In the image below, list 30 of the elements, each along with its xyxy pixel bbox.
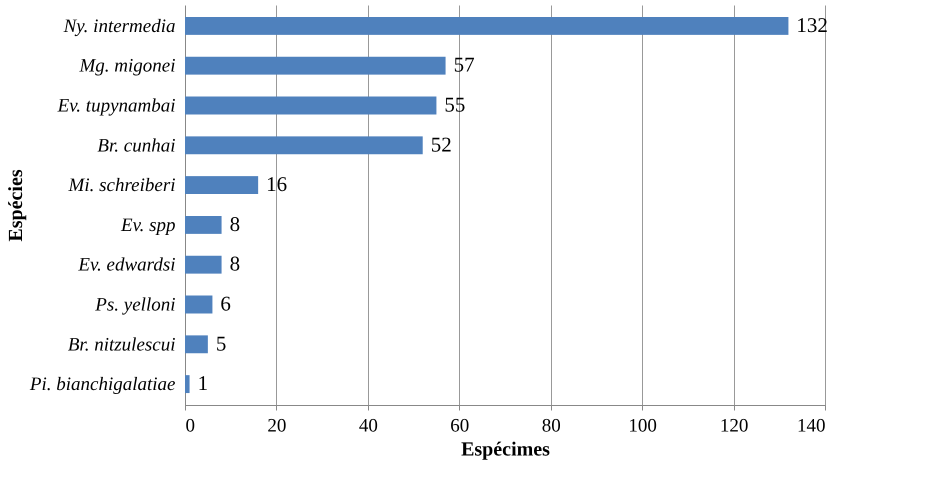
data-label: 55 xyxy=(444,92,466,116)
y-tick-label: Mg. migonei xyxy=(78,56,176,77)
x-axis-title: Espécimes xyxy=(461,438,550,460)
data-label: 8 xyxy=(230,212,240,236)
x-tick-label: 120 xyxy=(720,416,748,436)
data-label: 16 xyxy=(266,172,288,196)
x-tick-label: 80 xyxy=(542,416,561,436)
x-tick-label: 60 xyxy=(450,416,470,436)
y-tick-label: Br. cunhai xyxy=(97,135,176,156)
y-tick-label: Ps. yelloni xyxy=(94,294,176,316)
x-tick-label: 20 xyxy=(267,416,286,436)
data-label: 6 xyxy=(220,292,231,316)
x-tick-label: 100 xyxy=(628,416,657,436)
data-label: 57 xyxy=(454,52,475,77)
data-label: 8 xyxy=(230,252,240,276)
y-tick-label: Ev. spp xyxy=(120,214,176,236)
y-tick-label: Br. nitzulescui xyxy=(68,334,176,356)
data-label: 5 xyxy=(216,331,226,356)
data-label: 132 xyxy=(796,12,828,37)
data-label: 52 xyxy=(430,132,452,156)
y-tick-label: Pi. bianchigalatiae xyxy=(28,374,176,396)
y-tick-label: Ev. edwardsi xyxy=(77,254,176,276)
y-tick-label: Mi. schreiberi xyxy=(68,175,176,196)
x-tick-label: 140 xyxy=(797,416,826,436)
data-label: 1 xyxy=(198,371,208,396)
y-tick-label: Ny. intermedia xyxy=(62,16,176,37)
x-tick-label: 40 xyxy=(358,416,378,436)
y-axis-title: Espécies xyxy=(4,169,27,242)
y-tick-label: Ev. tupynambai xyxy=(56,96,176,116)
x-tick-label: 0 xyxy=(186,416,195,436)
